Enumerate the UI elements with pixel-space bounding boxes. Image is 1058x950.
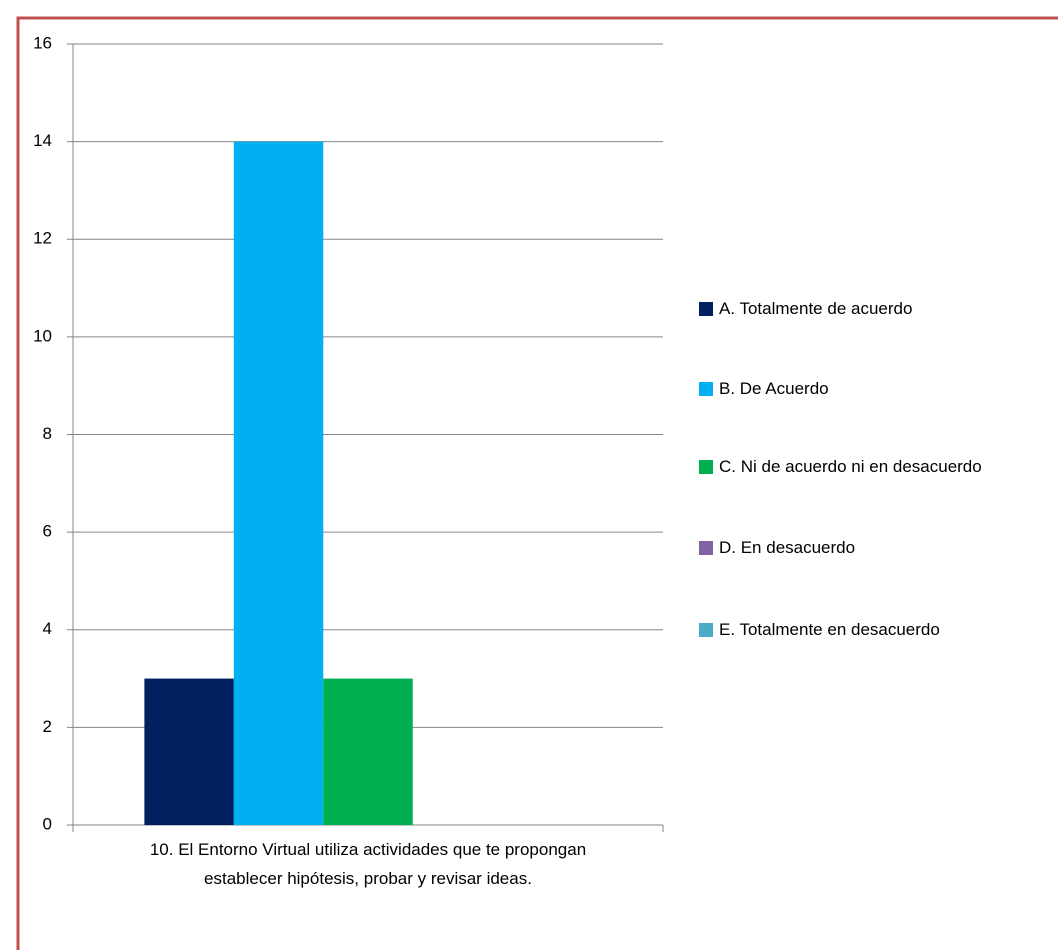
y-tick-label: 14	[33, 131, 52, 150]
legend-swatch	[699, 382, 713, 396]
y-tick-label: 0	[43, 814, 52, 833]
legend-swatch	[699, 541, 713, 555]
legend-item: D. En desacuerdo	[699, 534, 1037, 562]
legend-label: B. De Acuerdo	[719, 379, 829, 398]
legend-label: E. Totalmente en desacuerdo	[719, 620, 940, 639]
y-tick-label: 2	[43, 717, 52, 736]
bar	[323, 678, 413, 825]
legend-label: D. En desacuerdo	[719, 538, 856, 557]
y-tick-label: 4	[43, 619, 52, 638]
legend-label: A. Totalmente de acuerdo	[719, 299, 913, 318]
y-tick-label: 6	[43, 522, 52, 541]
y-tick-label: 16	[33, 33, 52, 52]
legend-item: B. De Acuerdo	[699, 375, 1037, 403]
x-tick-label: 10. El Entorno Virtual utiliza actividad…	[149, 840, 587, 888]
legend-swatch	[699, 460, 713, 474]
y-tick-label: 12	[33, 229, 52, 248]
legend-swatch	[699, 302, 713, 316]
bar	[233, 141, 324, 825]
legend-label: C. Ni de acuerdo ni en desacuerdo	[719, 457, 982, 476]
legend-item: A. Totalmente de acuerdo	[699, 295, 1037, 323]
bar	[144, 678, 234, 825]
legend-item: E. Totalmente en desacuerdo	[699, 616, 1037, 644]
y-tick-label: 10	[33, 326, 52, 345]
frame	[16, 16, 1058, 950]
legend-item: C. Ni de acuerdo ni en desacuerdo	[699, 453, 1037, 481]
legend-swatch	[699, 623, 713, 637]
y-tick-label: 8	[43, 424, 52, 443]
